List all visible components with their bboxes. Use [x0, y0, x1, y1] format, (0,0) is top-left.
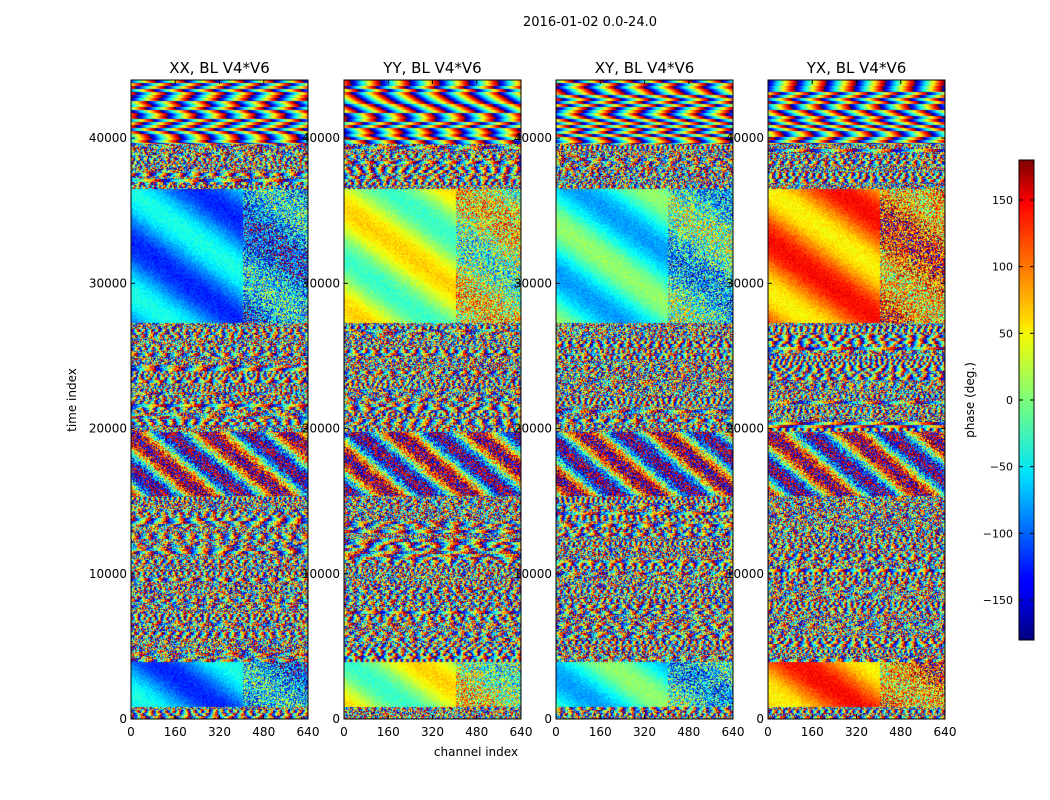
colorbar-tick-label: 100 [992, 261, 1013, 274]
colorbar: −150 −100 −50 0 50 100 150 phase (deg.) [963, 159, 1035, 641]
phase-heatmap-canvas [556, 80, 733, 719]
y-tick-label: 30000 [726, 276, 764, 290]
y-tick-label: 0 [332, 712, 340, 726]
colorbar-tick-label: 0 [1006, 394, 1013, 407]
y-tick-label: 10000 [514, 567, 552, 581]
panel-title: YX, BL V4*V6 [806, 59, 907, 77]
x-tick-label: 320 [633, 725, 656, 739]
x-tick-label: 0 [764, 725, 772, 739]
y-tick-label: 10000 [726, 567, 764, 581]
y-tick-label: 40000 [302, 131, 340, 145]
figure-suptitle: 2016-01-02 0.0-24.0 [523, 15, 657, 30]
y-tick-label: 40000 [89, 131, 127, 145]
panel-title: XX, BL V4*V6 [169, 59, 270, 77]
y-tick-label: 40000 [514, 131, 552, 145]
colorbar-tick-label: 150 [992, 194, 1013, 207]
phase-heatmap [556, 80, 733, 719]
y-tick-label: 20000 [514, 422, 552, 436]
x-axis-label: channel index [434, 745, 518, 759]
phase-heatmap-canvas [344, 80, 521, 719]
panel-yx: YX, BL V4*V6 0 160 320 480 640 0 10000 20000 3000… [726, 59, 957, 739]
phase-heatmap [344, 80, 521, 719]
y-tick-label: 20000 [726, 422, 764, 436]
y-tick-label: 0 [119, 712, 127, 726]
x-tick-label: 0 [552, 725, 560, 739]
x-tick-label: 160 [589, 725, 612, 739]
phase-heatmap [131, 80, 308, 719]
y-tick-label: 30000 [302, 276, 340, 290]
colorbar-tick-label: 50 [999, 327, 1013, 340]
x-tick-label: 640 [934, 725, 957, 739]
y-tick-label: 0 [544, 712, 552, 726]
y-tick-label: 0 [756, 712, 764, 726]
colorbar-ticks: −150 −100 −50 0 50 100 150 [983, 194, 1034, 607]
x-tick-label: 160 [377, 725, 400, 739]
y-tick-label: 30000 [514, 276, 552, 290]
y-tick-label: 30000 [89, 276, 127, 290]
panel-title: YY, BL V4*V6 [382, 59, 481, 77]
phase-heatmap-canvas [768, 80, 945, 719]
x-tick-label: 640 [297, 725, 320, 739]
colorbar-tick-label: −100 [983, 527, 1013, 540]
y-axis-label: time index [65, 368, 79, 432]
x-tick-label: 480 [889, 725, 912, 739]
x-tick-label: 160 [164, 725, 187, 739]
x-tick-label: 320 [845, 725, 868, 739]
y-tick-label: 40000 [726, 131, 764, 145]
x-tick-label: 160 [801, 725, 824, 739]
colorbar-label: phase (deg.) [963, 362, 977, 438]
panel-yy: YY, BL V4*V6 0 160 320 480 640 0 10000 20000 3000… [302, 59, 533, 739]
x-tick-label: 480 [252, 725, 275, 739]
heatmap-panels: XX, BL V4*V6 0 160 320 480 640 0 10000 20000 3000… [89, 59, 957, 739]
y-tick-label: 10000 [302, 567, 340, 581]
x-tick-label: 640 [510, 725, 533, 739]
x-tick-label: 640 [722, 725, 745, 739]
x-tick-label: 0 [340, 725, 348, 739]
x-tick-label: 480 [465, 725, 488, 739]
x-tick-label: 320 [421, 725, 444, 739]
y-tick-label: 10000 [89, 567, 127, 581]
colorbar-tick-label: −50 [990, 461, 1013, 474]
y-tick-label: 20000 [302, 422, 340, 436]
panel-title: XY, BL V4*V6 [595, 59, 695, 77]
panel-xy: XY, BL V4*V6 0 160 320 480 640 0 10000 20000 3000… [514, 59, 745, 739]
x-tick-label: 320 [208, 725, 231, 739]
x-tick-label: 480 [677, 725, 700, 739]
y-tick-label: 20000 [89, 422, 127, 436]
colorbar-tick-label: −150 [983, 594, 1013, 607]
panel-xx: XX, BL V4*V6 0 160 320 480 640 0 10000 20000 3000… [89, 59, 320, 739]
phase-heatmap [768, 80, 945, 719]
x-tick-label: 0 [127, 725, 135, 739]
phase-heatmap-canvas [131, 80, 308, 719]
